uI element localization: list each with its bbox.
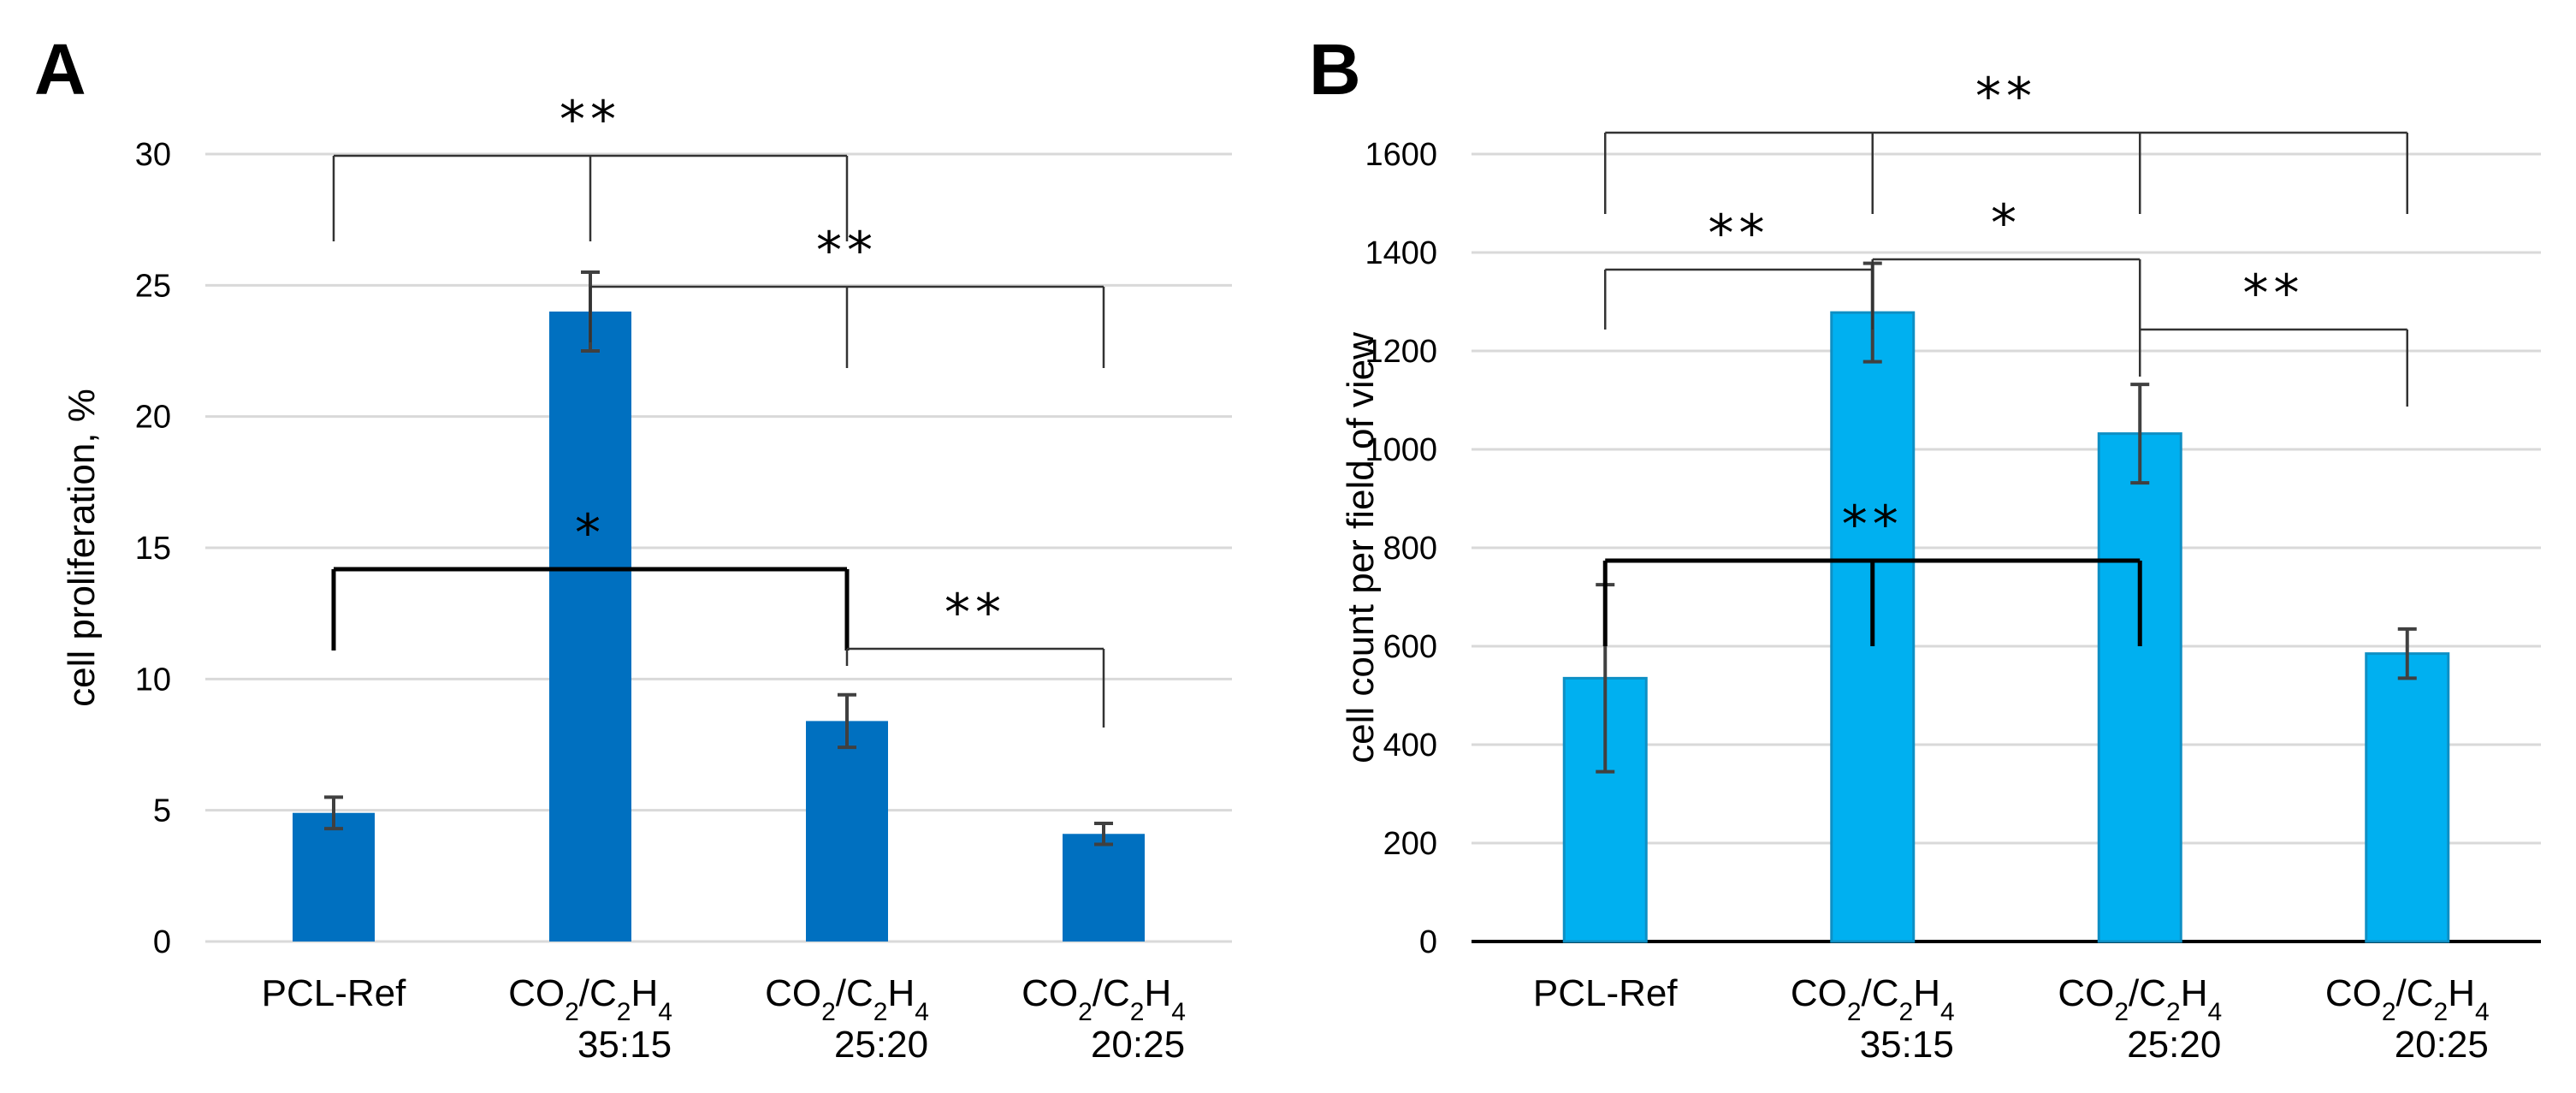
x-category-name-1: CO2/C2H4 xyxy=(508,972,672,1026)
panel-label: B xyxy=(1309,29,1361,110)
x-category-name-1: CO2/C2H4 xyxy=(1791,972,1955,1026)
y-tick-label: 400 xyxy=(1383,728,1437,763)
chart-panel-a: A 0 5 10 15 20 25 30 cell proliferation, % PCL-Re… xyxy=(34,29,1232,1066)
x-category-ratio: 35:15 xyxy=(1860,1024,1954,1066)
bar-2 xyxy=(806,721,888,942)
y-tick-label: 1200 xyxy=(1365,334,1437,370)
significance-label: ** xyxy=(1842,495,1904,555)
y-tick-label: 600 xyxy=(1383,629,1437,665)
y-tick-label: 30 xyxy=(135,137,171,173)
x-category-name-3: CO2/C2H4 xyxy=(1022,972,1186,1026)
x-category-ratio: 25:20 xyxy=(2127,1024,2221,1066)
x-category-name-2: CO2/C2H4 xyxy=(2058,972,2222,1026)
y-axis-label: cell proliferation, % xyxy=(61,389,103,707)
bar-1 xyxy=(549,312,631,942)
x-category-name-3: CO2/C2H4 xyxy=(2325,972,2490,1026)
y-tick-label: 800 xyxy=(1383,531,1437,567)
significance-label: ** xyxy=(560,90,621,150)
y-tick-label: 0 xyxy=(1419,924,1437,960)
y-tick-label: 25 xyxy=(135,268,171,304)
bar-2 xyxy=(2097,432,2182,943)
y-tick-label: 20 xyxy=(135,400,171,436)
significance-label: ** xyxy=(1975,67,2037,127)
y-tick-label: 15 xyxy=(135,531,171,567)
y-tick-label: 1600 xyxy=(1365,137,1437,173)
y-tick-label: 0 xyxy=(153,924,171,960)
x-category-ratio: 20:25 xyxy=(2395,1024,2489,1066)
bar-3 xyxy=(1063,834,1145,942)
y-tick-label: 200 xyxy=(1383,826,1437,862)
chart-panel-b: B 0 200 400 600 800 1000 1200 1400 1600 cell count… xyxy=(1309,29,2541,1066)
x-category-ratio: 25:20 xyxy=(834,1024,928,1066)
y-tick-label: 1400 xyxy=(1365,235,1437,271)
y-tick-label: 1000 xyxy=(1365,432,1437,468)
significance-label: ** xyxy=(1708,204,1770,264)
y-axis-label: cell count per field of view xyxy=(1340,332,1382,763)
significance-label: ** xyxy=(945,583,1006,643)
panel-label: A xyxy=(34,29,86,110)
significance-label: * xyxy=(1991,193,2022,253)
significance-label: * xyxy=(575,503,606,563)
significance-label: ** xyxy=(816,221,878,281)
y-tick-label: 10 xyxy=(135,662,171,698)
x-category-name-2: CO2/C2H4 xyxy=(765,972,929,1026)
x-category-label: PCL-Ref xyxy=(262,972,406,1014)
x-category-ratio: 20:25 xyxy=(1091,1024,1185,1066)
x-category-ratio: 35:15 xyxy=(577,1024,672,1066)
y-tick-label: 5 xyxy=(153,793,171,829)
bar-3 xyxy=(2365,652,2450,943)
x-category-label: PCL-Ref xyxy=(1533,972,1678,1014)
bar-0 xyxy=(293,812,375,942)
significance-label: ** xyxy=(2243,264,2305,324)
